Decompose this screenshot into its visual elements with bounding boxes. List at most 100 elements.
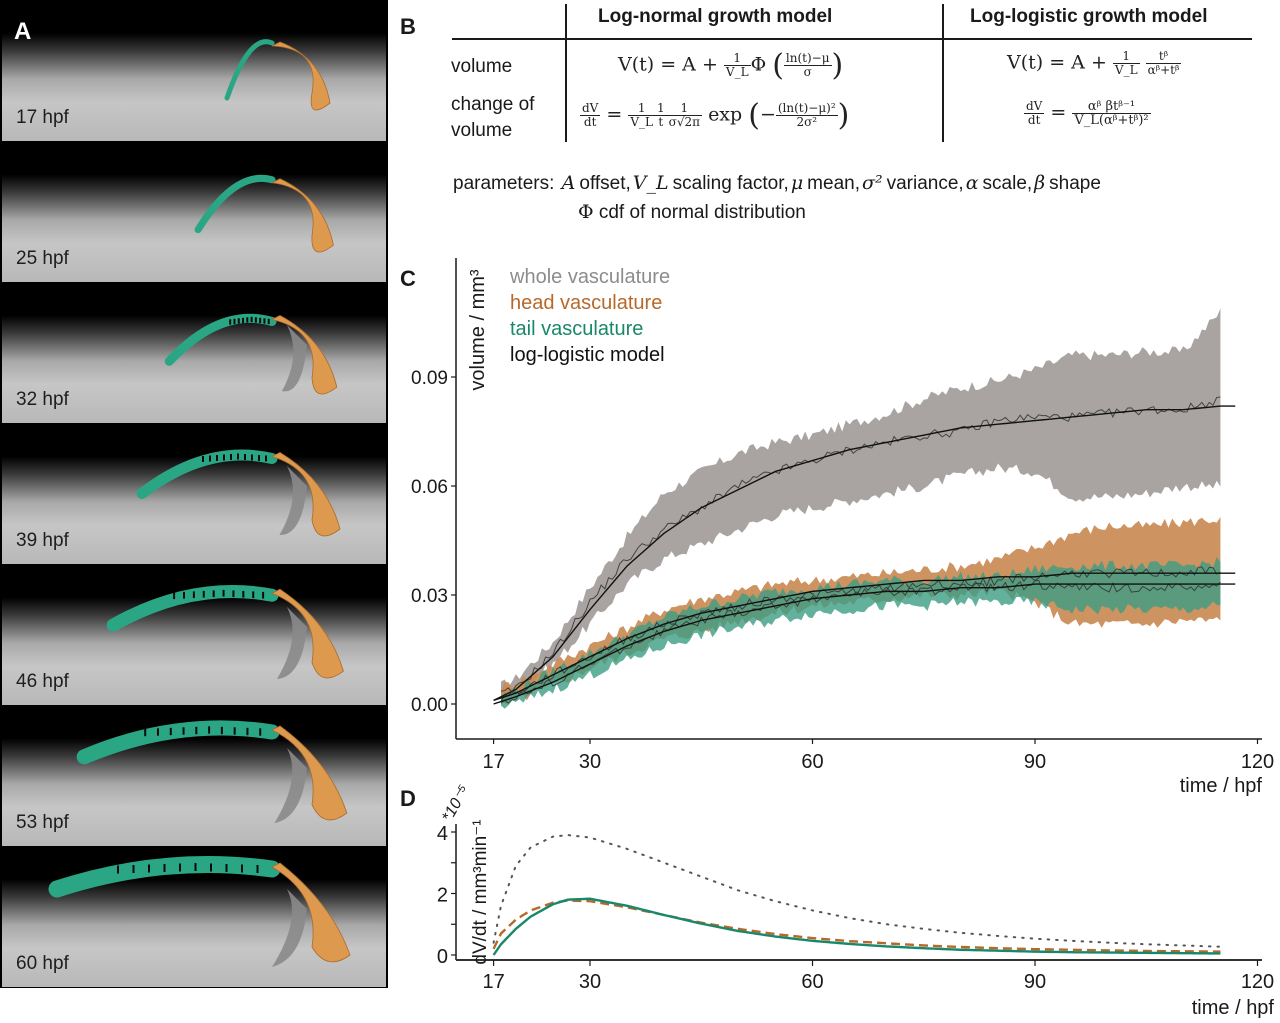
segment-gap	[169, 727, 172, 736]
segment-gap	[230, 454, 232, 460]
c-mean-line-whole-vasculature	[500, 396, 1221, 694]
other-vasculature-shape	[279, 466, 307, 536]
vasculature-render	[194, 174, 334, 253]
d-x-axis-label: time / hpf	[1192, 997, 1275, 1019]
parameter-symbol: A	[561, 172, 576, 194]
d-x-tick-label: 60	[801, 971, 823, 993]
head-vasculature-shape	[270, 315, 338, 395]
panel-b-letter: B	[400, 14, 416, 39]
segment-gap	[194, 863, 197, 871]
segment-gap	[163, 864, 166, 872]
parameter-desc: offset,	[579, 173, 631, 194]
c-model-line-whole-vasculature	[493, 405, 1236, 701]
segment-gap	[225, 864, 228, 872]
c-legend-item: tail vasculature	[510, 318, 643, 340]
tail-vasculature-shape	[136, 449, 278, 499]
parameters-line-2: Φ cdf of normal distribution	[578, 201, 806, 223]
d-x-tick-label: 30	[579, 971, 601, 993]
timelapse-frame: 17 hpf	[2, 3, 386, 141]
segment-gap	[208, 726, 211, 734]
segment-gap	[195, 726, 198, 735]
segment-gap	[251, 454, 253, 461]
tail-vasculature-shape	[106, 584, 279, 632]
parameter-desc: shape	[1049, 173, 1101, 194]
other-vasculature-shape	[276, 607, 307, 680]
parameter-desc: variance,	[886, 173, 964, 194]
segment-gap	[263, 318, 266, 324]
segment-gap	[258, 455, 260, 461]
parameter-symbol: α	[965, 172, 979, 194]
segment-gap	[259, 317, 262, 324]
vasculature-render	[48, 856, 351, 967]
panel-a-letter: A	[14, 18, 32, 45]
segment-gap	[182, 591, 185, 599]
vasculature-render	[136, 449, 341, 537]
tail-vasculature-shape	[194, 174, 276, 234]
parameter-desc: mean,	[807, 173, 860, 194]
segment-gap	[223, 454, 225, 461]
timepoint-label: 25 hpf	[16, 248, 69, 269]
head-vasculature-shape	[270, 452, 341, 537]
head-vasculature-shape	[271, 725, 348, 821]
c-x-tick-label: 60	[801, 751, 823, 773]
other-vasculature-shape	[274, 748, 307, 824]
parameter-symbol: β	[1034, 172, 1046, 194]
vasculature-render	[106, 584, 344, 680]
c-x-axis-label: time / hpf	[1180, 775, 1263, 797]
c-legend-item: head vasculature	[510, 292, 662, 314]
other-vasculature-shape	[281, 325, 307, 392]
header-lognormal: Log-normal growth model	[598, 6, 833, 27]
segment-gap	[173, 592, 176, 600]
panel-c-letter: C	[400, 266, 416, 291]
timepoint-label: 53 hpf	[16, 812, 69, 833]
d-curve-head-vasculature	[492, 899, 1221, 953]
timelapse-frame: 25 hpf	[2, 144, 386, 282]
parameter-symbol: V_L	[632, 172, 669, 194]
c-band-head-vasculature	[501, 517, 1221, 705]
head-vasculature-shape	[271, 588, 344, 679]
timepoint-label: 32 hpf	[16, 389, 69, 410]
vasculature-render	[224, 39, 331, 111]
segment-gap	[229, 319, 232, 325]
parameter-desc: scale,	[982, 173, 1033, 194]
parameter-symbol: σ²	[861, 172, 883, 194]
c-y-tick-label: 0.09	[411, 368, 448, 389]
segment-gap	[254, 317, 257, 323]
c-x-tick-label: 120	[1241, 751, 1274, 773]
c-model-line-tail-vasculature	[493, 583, 1236, 705]
panel-a-timelapse: A 17 hpf 25 hpf 32 hpf 39 hpf 46 hpf 53 hpf 60…	[0, 0, 388, 988]
segment-gap	[259, 728, 262, 736]
timepoint-label: 60 hpf	[16, 953, 69, 974]
head-vasculature-shape	[270, 178, 334, 253]
segment-gap	[210, 863, 212, 872]
segment-gap	[182, 727, 185, 735]
segment-gap	[156, 728, 159, 736]
d-y-tick-label: 2	[437, 885, 448, 907]
c-y-axis-label: volume / mm³	[467, 269, 489, 390]
segment-gap	[250, 316, 253, 323]
parameter-symbol: μ	[790, 172, 804, 194]
timepoint-label: 39 hpf	[16, 530, 69, 551]
segment-gap	[244, 454, 246, 460]
c-x-tick-label: 17	[482, 751, 504, 773]
d-y-axis-label: dV/dt / mm³min⁻¹	[470, 819, 491, 964]
formula-lognormal-change: dV dt = 1 V_L 1 t 1 σ√2π exp (− (ln(t)−μ)² 2σ²)	[580, 98, 850, 133]
segment-gap	[246, 317, 249, 323]
header-loglogistic: Log-logistic growth model	[970, 6, 1208, 27]
c-legend-item: log-logistic model	[510, 344, 665, 366]
formula-lognormal-volume: V(t) = A + 1 V_L Φ (ln(t)−μ σ)	[618, 48, 844, 83]
timelapse-frame: 53 hpf	[2, 708, 386, 846]
segment-gap	[132, 865, 135, 873]
timelapse-frame: 32 hpf	[2, 285, 386, 423]
c-model-line-head-vasculature	[493, 572, 1236, 702]
c-mean-line-tail-vasculature	[500, 580, 1221, 704]
segment-gap	[262, 591, 265, 599]
segment-gap	[237, 318, 240, 324]
c-y-tick-label: 0.03	[411, 586, 448, 607]
row-label-volume-2: volume	[451, 120, 513, 141]
segment-gap	[144, 728, 147, 737]
segment-gap	[242, 317, 245, 324]
c-x-tick-label: 30	[579, 751, 601, 773]
segment-gap	[216, 455, 218, 461]
c-x-tick-label: 90	[1024, 751, 1046, 773]
